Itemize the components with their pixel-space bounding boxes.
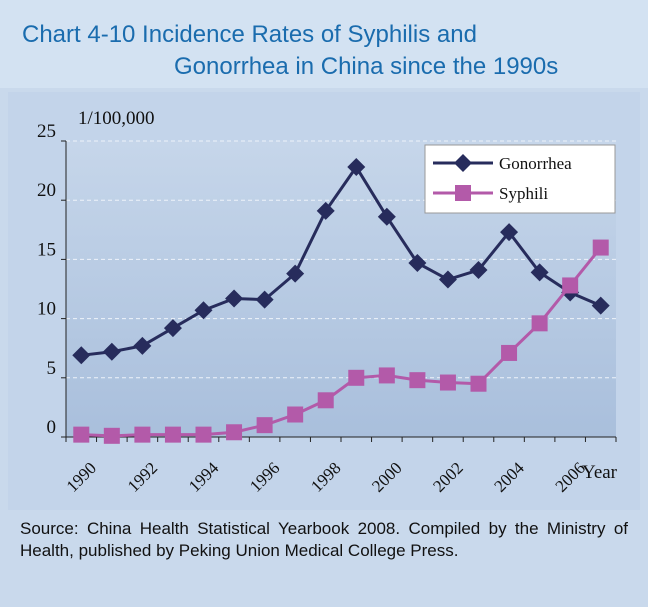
data-point — [163, 319, 182, 338]
data-point — [439, 374, 456, 391]
data-point — [500, 223, 519, 242]
y-tick-label: 25 — [37, 121, 56, 142]
data-point — [531, 315, 548, 332]
data-point — [102, 342, 121, 361]
data-point — [377, 207, 396, 226]
y-tick-label: 0 — [47, 417, 57, 438]
y-tick-label: 5 — [47, 358, 57, 379]
data-point — [134, 426, 151, 443]
legend-marker — [455, 185, 471, 201]
data-point — [378, 367, 395, 384]
data-point — [286, 264, 305, 283]
data-point — [409, 372, 426, 389]
data-point — [592, 239, 609, 256]
data-point — [287, 406, 304, 423]
data-point — [225, 289, 244, 308]
data-point — [348, 369, 365, 386]
legend-marker — [454, 154, 472, 172]
legend-box — [424, 144, 616, 214]
data-point — [562, 277, 579, 294]
data-point — [133, 336, 152, 355]
data-point — [255, 290, 274, 309]
data-point — [72, 346, 91, 365]
data-point — [226, 424, 243, 441]
data-point — [103, 427, 120, 444]
y-tick-label: 20 — [37, 180, 56, 201]
data-point — [347, 158, 366, 177]
title-band — [0, 0, 648, 88]
data-point — [194, 301, 213, 320]
y-axis-label: 1/100,000 — [78, 108, 155, 129]
y-tick-label: 15 — [37, 239, 56, 260]
data-point — [470, 375, 487, 392]
y-tick-label: 10 — [37, 299, 56, 320]
x-axis-label: Year — [582, 462, 618, 483]
data-point — [530, 263, 549, 282]
chart-title: Gonorrhea in China since the 1990s — [174, 53, 558, 80]
data-point — [501, 344, 518, 361]
legend-label: Syphili — [499, 184, 548, 203]
data-point — [469, 261, 488, 280]
data-point — [438, 270, 457, 289]
data-point — [256, 417, 273, 434]
data-point — [408, 253, 427, 272]
source-note: Source: China Health Statistical Yearboo… — [20, 519, 628, 560]
data-point — [317, 392, 334, 409]
chart: Chart 4-10 Incidence Rates of Syphilis a… — [0, 0, 648, 496]
data-point — [164, 426, 181, 443]
data-point — [195, 426, 212, 443]
data-point — [73, 426, 90, 443]
legend-label: Gonorrhea — [499, 154, 572, 173]
data-point — [316, 201, 335, 220]
data-point — [591, 296, 610, 315]
chart-title: Chart 4-10 Incidence Rates of Syphilis a… — [22, 21, 477, 48]
